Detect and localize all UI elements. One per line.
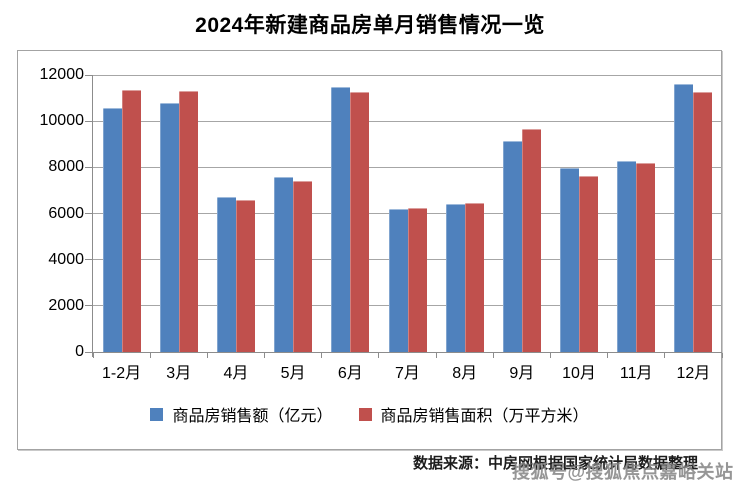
y-axis-label: 12000	[39, 66, 85, 83]
bar-sales-amount	[331, 87, 351, 352]
y-axis-tick	[85, 213, 92, 214]
legend-label: 商品房销售面积（万平方米）	[380, 408, 589, 425]
y-axis-tick	[85, 305, 92, 307]
y-axis-line	[92, 75, 93, 357]
bar-sales-amount	[102, 108, 122, 352]
y-axis-label: 0	[75, 343, 84, 360]
bar-sales-amount	[388, 208, 408, 352]
bar-sales-area	[121, 89, 141, 352]
legend-swatch	[358, 407, 372, 421]
x-axis-line	[93, 352, 722, 353]
chart-legend: 商品房销售额（亿元） 商品房销售面积（万平方米）	[18, 401, 721, 427]
grid-line	[93, 74, 722, 76]
bar-sales-area	[579, 175, 599, 352]
watermark-text: 搜狐号@搜狐焦点嘉峪关站	[512, 462, 734, 482]
bar-sales-amount	[502, 140, 522, 352]
y-axis-label: 2000	[48, 296, 84, 314]
x-axis-label: 3月	[166, 365, 192, 382]
y-axis-tick	[85, 351, 92, 353]
x-axis-tick	[607, 353, 609, 358]
legend-label: 商品房销售额（亿元）	[172, 408, 333, 425]
y-axis-tick	[85, 259, 92, 261]
chart-container: 商品房销售额（亿元） 商品房销售面积（万平方米） 0 2000 4000 6000 800…	[17, 50, 723, 450]
x-axis-label: 11月	[619, 365, 653, 382]
x-axis-tick	[721, 353, 723, 358]
x-axis-label: 1-2月	[102, 365, 142, 382]
x-axis-tick	[321, 353, 323, 358]
x-axis-tick	[264, 353, 266, 358]
x-axis-label: 8月	[452, 365, 478, 382]
x-axis-label: 10月	[562, 365, 596, 382]
y-axis-tick	[85, 120, 92, 122]
y-axis-tick	[85, 74, 92, 76]
bar-sales-amount	[674, 83, 694, 352]
plot-area	[85, 74, 723, 358]
y-axis-label: 10000	[39, 112, 85, 130]
x-axis-tick	[492, 353, 494, 358]
legend-item: 商品房销售面积（万平方米）	[358, 402, 589, 426]
x-axis-tick	[206, 353, 208, 358]
bar-sales-amount	[617, 161, 637, 352]
bar-sales-area	[350, 91, 370, 352]
x-axis-tick	[378, 353, 380, 358]
x-axis-label: 5月	[280, 365, 306, 382]
bar-sales-area	[407, 208, 427, 352]
bar-sales-area	[521, 128, 541, 352]
bar-sales-area	[293, 181, 313, 352]
bar-sales-amount	[274, 176, 294, 352]
bar-sales-amount	[445, 204, 465, 352]
x-axis-label: 12月	[676, 365, 711, 382]
bar-sales-area	[235, 200, 255, 352]
bar-sales-area	[464, 203, 484, 352]
bar-sales-amount	[560, 167, 580, 352]
page-title: 2024年新建商品房单月销售情况一览	[195, 14, 545, 37]
x-axis-tick	[664, 353, 666, 358]
y-axis-tick	[85, 166, 92, 168]
bar-sales-area	[178, 91, 198, 352]
x-axis-label: 6月	[337, 365, 363, 382]
y-axis-label: 6000	[48, 204, 84, 222]
x-axis-tick	[92, 353, 94, 358]
bar-sales-area	[693, 91, 713, 352]
x-axis-label: 7月	[395, 365, 420, 382]
bar-sales-amount	[159, 102, 179, 352]
bar-sales-amount	[216, 197, 236, 352]
x-axis-tick	[149, 353, 151, 358]
grid-line	[93, 166, 722, 168]
data-source-note: 数据来源：中房网根据国家统计局数据整理	[413, 455, 699, 472]
x-axis-label: 9月	[509, 365, 535, 382]
bar-sales-area	[636, 163, 656, 352]
x-axis-label: 4月	[223, 365, 249, 382]
grid-line	[93, 120, 722, 122]
legend-swatch	[150, 407, 164, 421]
y-axis-label: 8000	[48, 158, 84, 176]
x-axis-tick	[549, 353, 551, 358]
legend-item: 商品房销售额（亿元）	[150, 402, 333, 426]
y-axis-label: 4000	[48, 250, 84, 268]
x-axis-tick	[435, 353, 437, 358]
